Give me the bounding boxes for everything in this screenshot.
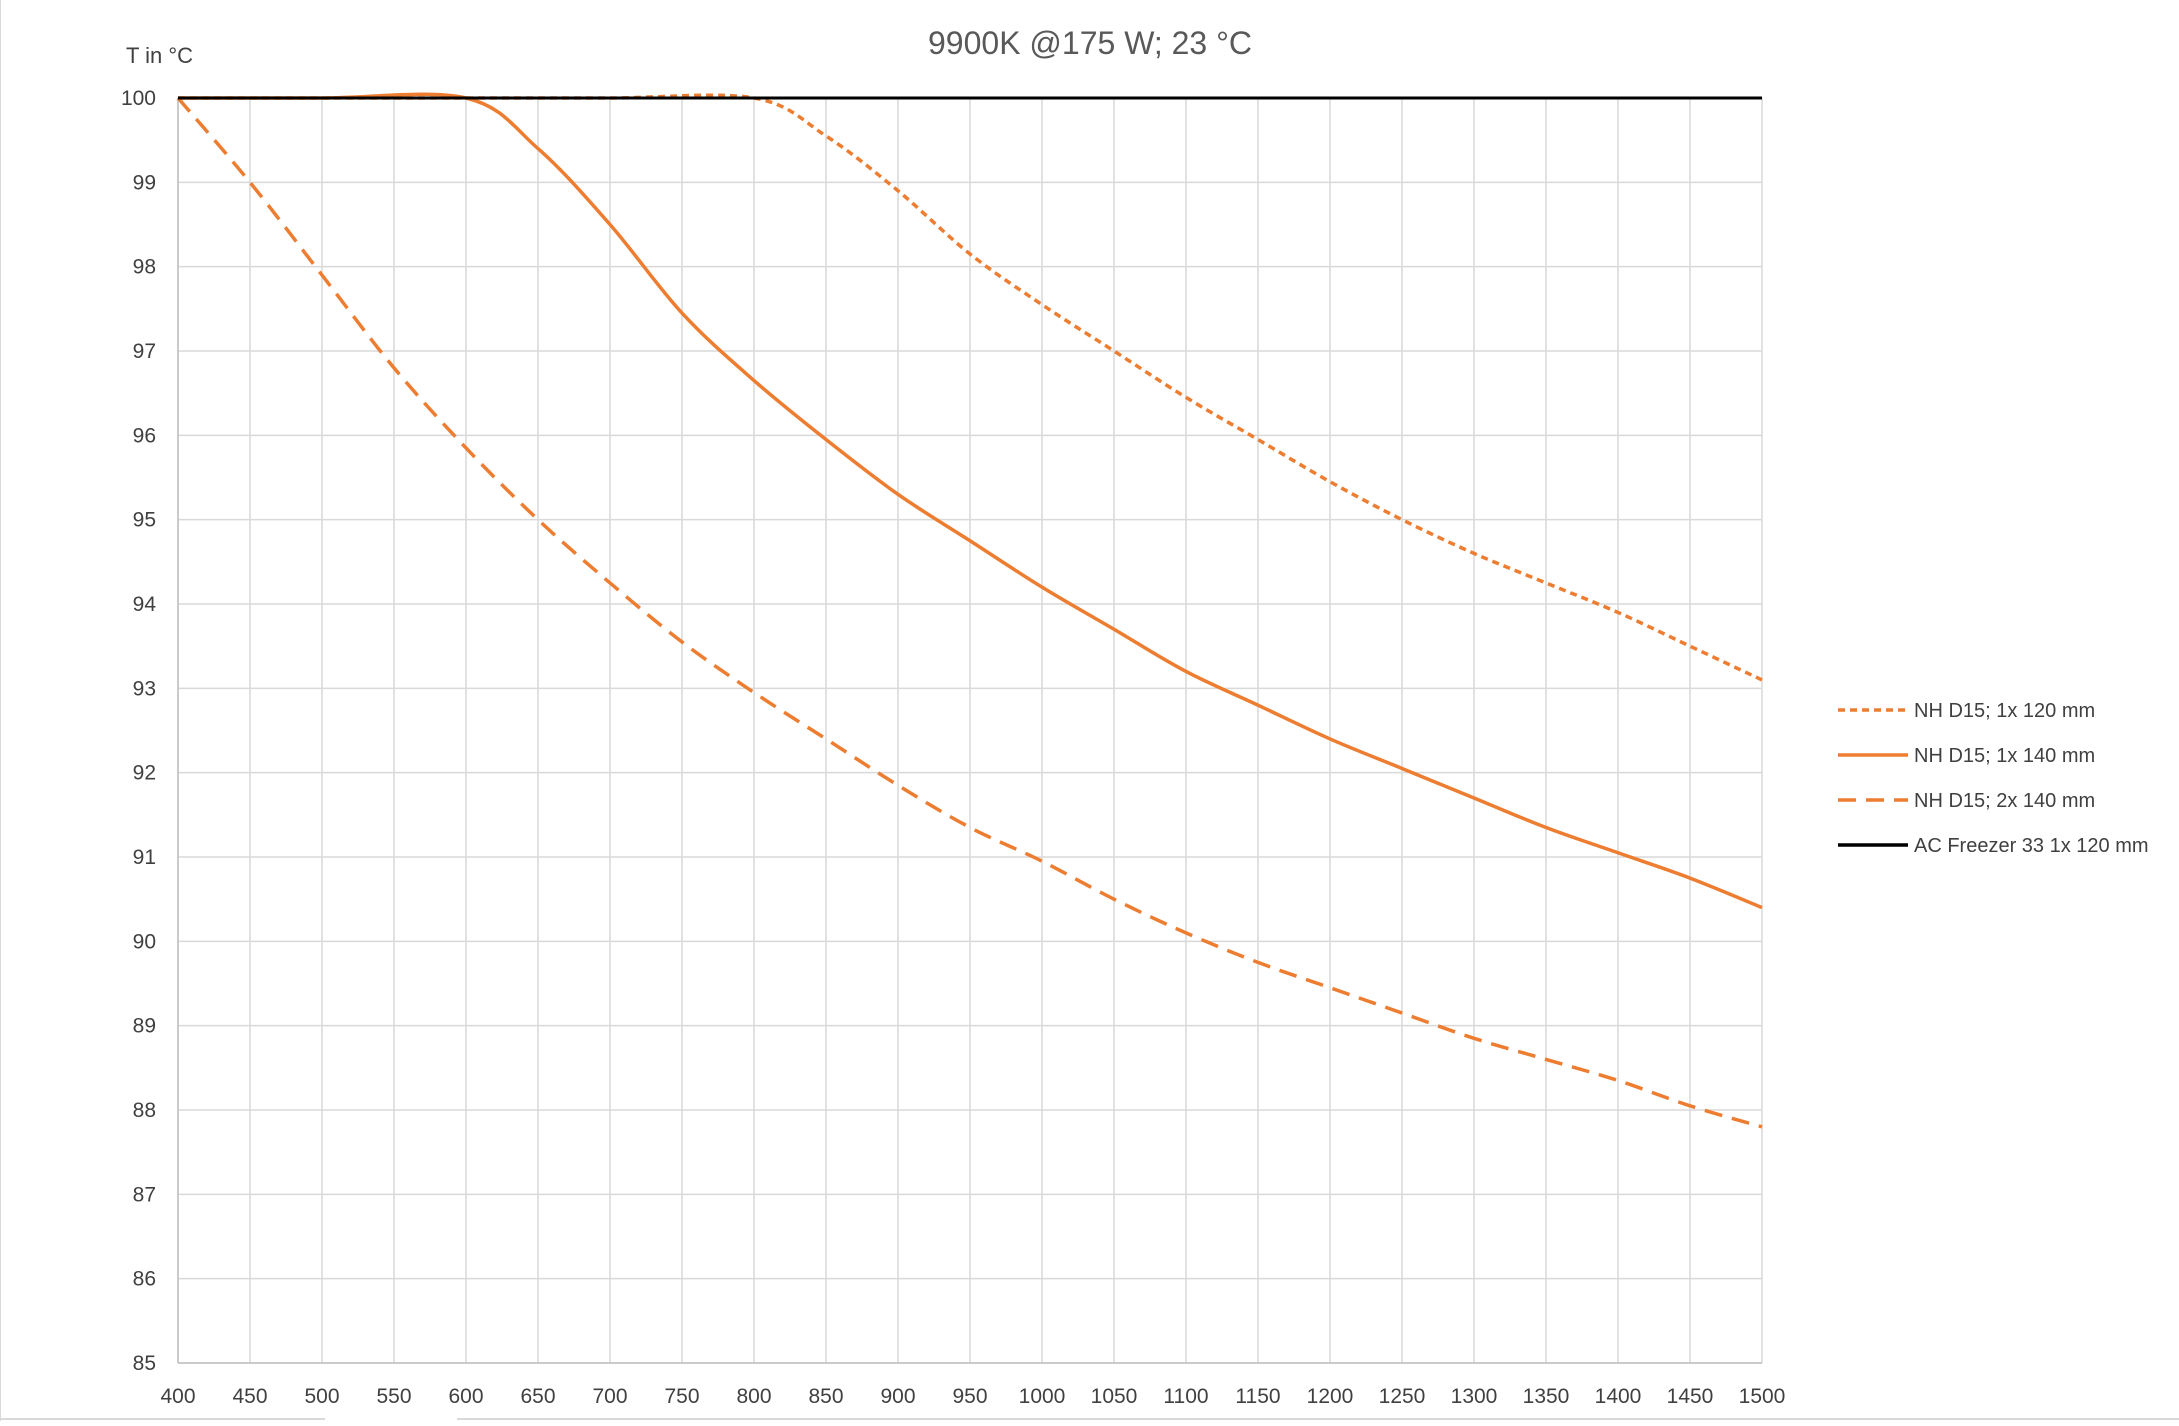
x-tick-label: 650 xyxy=(520,1385,555,1408)
y-tick-label: 94 xyxy=(133,593,157,616)
x-tick-label: 600 xyxy=(448,1385,483,1408)
x-tick-label: 700 xyxy=(592,1385,627,1408)
x-tick-label: 1350 xyxy=(1523,1385,1570,1408)
legend-label: NH D15; 1x 140 mm xyxy=(1914,745,2095,767)
y-tick-label: 97 xyxy=(133,340,156,363)
x-tick-label: 1050 xyxy=(1091,1385,1138,1408)
series-line-3 xyxy=(176,96,1763,1129)
x-tick-label: 1100 xyxy=(1163,1385,1208,1408)
x-tick-label: 1450 xyxy=(1667,1385,1714,1408)
legend: NH D15; 1x 120 mm NH D15; 1x 140 mm NH D15… xyxy=(1838,700,2149,857)
y-tick-label: 96 xyxy=(133,424,156,447)
y-tick-label: 98 xyxy=(133,256,156,279)
x-tick-label: 900 xyxy=(880,1385,915,1408)
x-tick-label: 450 xyxy=(232,1385,267,1408)
x-tick-label: 550 xyxy=(376,1385,411,1408)
x-tick-label: 1250 xyxy=(1379,1385,1426,1408)
x-tick-label: 950 xyxy=(952,1385,987,1408)
x-tick-label: 750 xyxy=(664,1385,699,1408)
y-axis-label: T in °C xyxy=(126,43,193,68)
y-tick-label: 99 xyxy=(133,171,156,194)
x-tick-label: 1400 xyxy=(1595,1385,1642,1408)
x-tick-label: 1300 xyxy=(1451,1385,1498,1408)
x-tick-label: 500 xyxy=(304,1385,339,1408)
axis-tick-labels: 400 450 500 550 600 650 700 750 800 850 900 950 1000… xyxy=(121,87,1785,1408)
x-tick-label: 800 xyxy=(736,1385,771,1408)
y-tick-label: 86 xyxy=(133,1268,156,1291)
legend-label: NH D15; 1x 120 mm xyxy=(1914,700,2095,722)
y-tick-label: 90 xyxy=(133,930,156,953)
x-tick-label: 1200 xyxy=(1307,1385,1354,1408)
x-tick-label: 1150 xyxy=(1235,1385,1280,1408)
x-tick-label: 1000 xyxy=(1019,1385,1066,1408)
data-series xyxy=(176,92,1763,1129)
chart-title: 9900K @175 W; 23 °C xyxy=(928,25,1252,61)
legend-label: AC Freezer 33 1x 120 mm xyxy=(1914,835,2149,857)
y-tick-label: 88 xyxy=(133,1099,156,1122)
x-tick-label: 850 xyxy=(808,1385,843,1408)
y-tick-label: 89 xyxy=(133,1015,156,1038)
y-tick-label: 93 xyxy=(133,677,156,700)
y-tick-label: 100 xyxy=(121,87,156,110)
y-tick-label: 91 xyxy=(133,846,156,869)
y-tick-label: 87 xyxy=(133,1183,156,1206)
y-tick-label: 95 xyxy=(133,509,156,532)
y-tick-label: 85 xyxy=(133,1352,156,1375)
x-tick-label: 1500 xyxy=(1739,1385,1786,1408)
series-line-2 xyxy=(178,92,1763,910)
y-tick-label: 92 xyxy=(133,762,156,785)
legend-label: NH D15; 2x 140 mm xyxy=(1914,790,2095,812)
x-tick-label: 400 xyxy=(160,1385,195,1408)
grid-lines xyxy=(177,97,1763,1364)
